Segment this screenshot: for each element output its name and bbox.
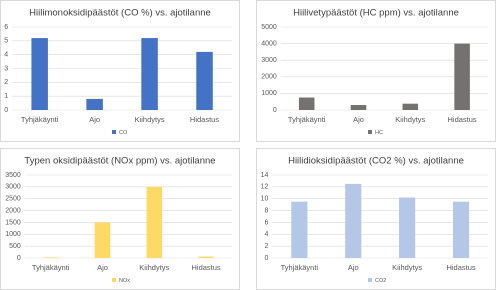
- y-tick-label: 1000: [261, 90, 277, 97]
- y-tick-label: 3500: [5, 172, 21, 179]
- y-tick-label: 4: [4, 52, 8, 59]
- bar: [86, 98, 103, 110]
- y-tick-label: 1: [4, 93, 8, 100]
- x-tick-label: Tyhjäkäynti: [32, 263, 70, 272]
- legend-label: HC: [375, 130, 383, 136]
- bar: [31, 38, 48, 110]
- bar: [454, 43, 470, 110]
- y-tick-label: 1000: [5, 231, 21, 238]
- y-tick-label: 3000: [5, 184, 21, 191]
- bar: [350, 105, 367, 110]
- x-tick-label: Tyhjäkäynti: [288, 115, 326, 124]
- y-tick-label: 2000: [5, 207, 21, 214]
- bar: [141, 38, 158, 110]
- x-tick-label: Ajo: [353, 115, 364, 124]
- legend-label: CO2: [375, 278, 386, 284]
- chart-title: Typen oksidipäästöt (NOx ppm) vs. ajotil…: [24, 156, 215, 167]
- legend-swatch: [112, 278, 116, 282]
- y-tick-label: 12: [261, 184, 269, 191]
- bar: [399, 197, 416, 258]
- y-tick-label: 4000: [261, 40, 277, 47]
- bar: [452, 201, 470, 258]
- x-tick-label: Ajo: [89, 115, 100, 124]
- y-tick-label: 3: [4, 65, 8, 72]
- x-tick-label: Hidastus: [192, 263, 221, 272]
- x-tick-label: Kiihdytys: [392, 263, 422, 272]
- x-tick-label: Tyhjäkäynti: [281, 263, 319, 272]
- y-tick-label: 4: [264, 231, 268, 238]
- legend-swatch: [368, 278, 372, 282]
- y-tick-label: 0: [4, 107, 8, 114]
- x-tick-label: Kiihdytys: [135, 115, 165, 124]
- bar: [42, 257, 59, 258]
- y-tick-label: 2500: [5, 196, 21, 203]
- x-tick-label: Kiihdytys: [395, 115, 425, 124]
- y-tick-label: 2: [4, 79, 8, 86]
- y-tick-label: 2: [264, 243, 268, 250]
- bar: [402, 103, 419, 110]
- x-tick-label: Tyhjäkäynti: [21, 115, 59, 124]
- bar: [94, 222, 111, 258]
- x-tick-label: Ajo: [97, 263, 108, 272]
- chart-title: Hiilimonoksidipäästöt (CO %) vs. ajotila…: [29, 8, 211, 19]
- y-tick-label: 0: [264, 255, 268, 262]
- bar: [298, 97, 315, 110]
- x-tick-label: Hidastus: [190, 115, 219, 124]
- y-tick-label: 6: [4, 24, 8, 31]
- bar: [345, 183, 362, 258]
- y-tick-label: 6: [264, 219, 268, 226]
- y-tick-label: 14: [261, 172, 269, 179]
- x-tick-label: Hidastus: [446, 263, 475, 272]
- x-tick-label: Hidastus: [448, 115, 477, 124]
- chart-title: Hiilivetypäästöt (HC ppm) vs. ajotilanne: [293, 8, 459, 19]
- legend-swatch: [368, 130, 372, 134]
- legend-swatch: [112, 130, 116, 134]
- legend-label: NOx: [119, 278, 130, 284]
- x-tick-label: Ajo: [348, 263, 359, 272]
- chart-title: Hiilidioksidipäästöt (CO2 %) vs. ajotila…: [288, 156, 464, 167]
- y-tick-label: 10: [261, 196, 269, 203]
- bar: [146, 186, 163, 258]
- bar: [196, 51, 213, 110]
- bar: [198, 256, 214, 258]
- y-tick-label: 0: [273, 107, 277, 114]
- y-tick-label: 0: [17, 255, 21, 262]
- y-tick-label: 3000: [261, 57, 277, 64]
- x-tick-label: Kiihdytys: [139, 263, 169, 272]
- bar: [291, 201, 308, 258]
- y-tick-label: 8: [264, 207, 268, 214]
- chart-panel: [0, 148, 240, 290]
- legend-label: CO: [119, 130, 128, 136]
- y-tick-label: 2000: [261, 74, 277, 81]
- y-tick-label: 5000: [261, 24, 277, 31]
- y-tick-label: 1500: [5, 219, 21, 226]
- y-tick-label: 500: [9, 243, 21, 250]
- y-tick-label: 5: [4, 38, 8, 45]
